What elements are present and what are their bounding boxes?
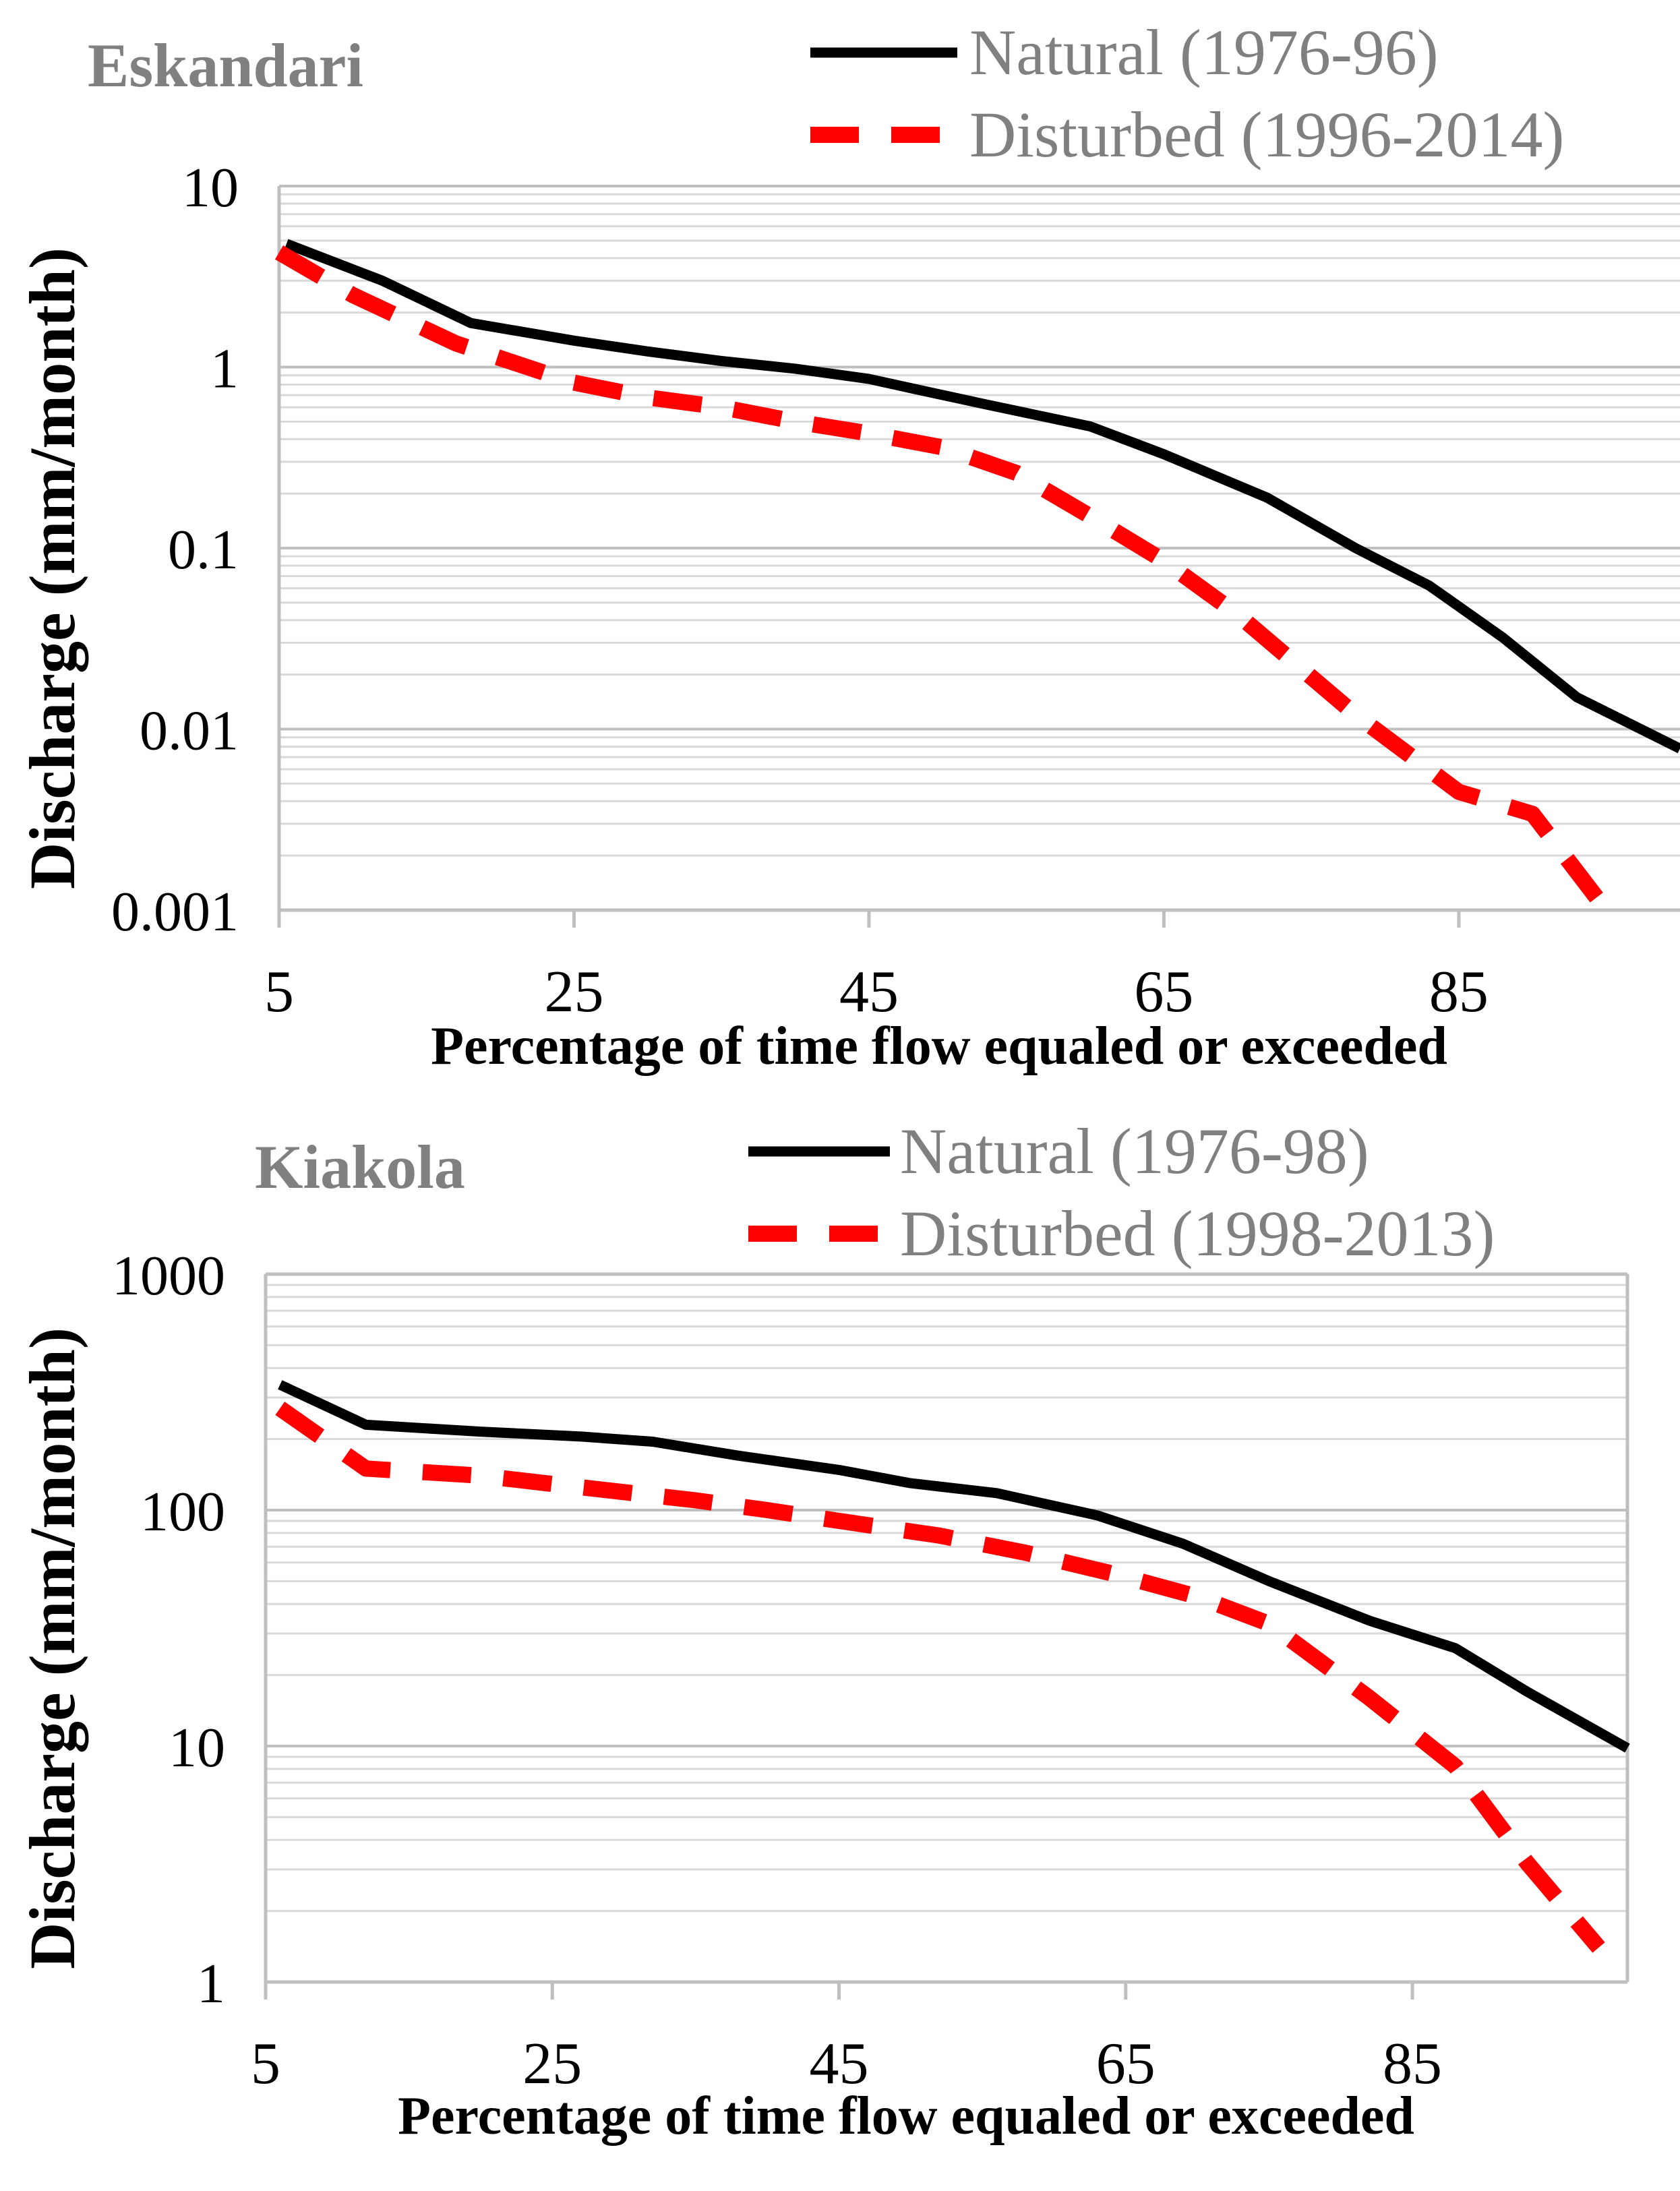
x-tick-label: 65 [1134, 959, 1193, 1025]
x-tick-label: 85 [1429, 959, 1489, 1025]
gridlines [266, 1273, 1627, 1983]
legend-label: Disturbed (1996-2014) [969, 98, 1565, 171]
y-tick-label: 1 [210, 338, 239, 400]
series-line-disturbed [274, 245, 1613, 916]
chart-title: Eskandari [88, 31, 363, 100]
y-tick-label: 1 [197, 1952, 225, 2015]
y-tick-label: 0.001 [111, 880, 239, 943]
y-tick-label: 0.01 [140, 700, 239, 762]
y-tick-label: 10 [182, 156, 239, 219]
y-tick-label: 10 [169, 1716, 225, 1779]
chart-kiakola: 5 25 45 65 85 1 10 100 1000 Percentage of time fl… [16, 1115, 1630, 2146]
x-tick-label: 25 [544, 959, 603, 1025]
gridlines [279, 185, 1680, 911]
x-tick-label: 45 [839, 959, 899, 1025]
x-tick-label: 85 [1383, 2031, 1442, 2097]
y-tick-label: 100 [140, 1480, 225, 1543]
x-tick-label: 65 [1096, 2031, 1156, 2097]
x-axis-label: Percentage of time flow equaled or excee… [431, 1017, 1447, 1076]
x-tick-label: 5 [264, 959, 294, 1025]
series-line-natural [284, 239, 1680, 754]
x-tick-label: 25 [522, 2031, 582, 2097]
x-tick-label: 5 [251, 2031, 280, 2097]
chart-eskandari: 5 25 45 65 85 0.001 0.01 0.1 1 10 Percentage of ti… [16, 16, 1680, 1076]
legend-label: Disturbed (1998-2013) [900, 1197, 1495, 1269]
y-tick-label: 1000 [112, 1244, 225, 1307]
x-tick-label: 45 [810, 2031, 869, 2097]
legend-label: Natural (1976-96) [969, 16, 1439, 88]
legend-label: Natural (1976-98) [900, 1115, 1369, 1187]
chart-title: Kiakola [255, 1133, 465, 1201]
y-tick-label: 0.1 [168, 518, 239, 581]
y-axis-label: Discharge (mm/month) [16, 1327, 88, 1969]
x-axis-label: Percentage of time flow equaled or excee… [398, 2087, 1414, 2146]
y-axis-label: Discharge (mm/month) [16, 247, 88, 889]
series-line-natural [278, 1380, 1630, 1753]
series-line-disturbed [275, 1402, 1605, 1953]
